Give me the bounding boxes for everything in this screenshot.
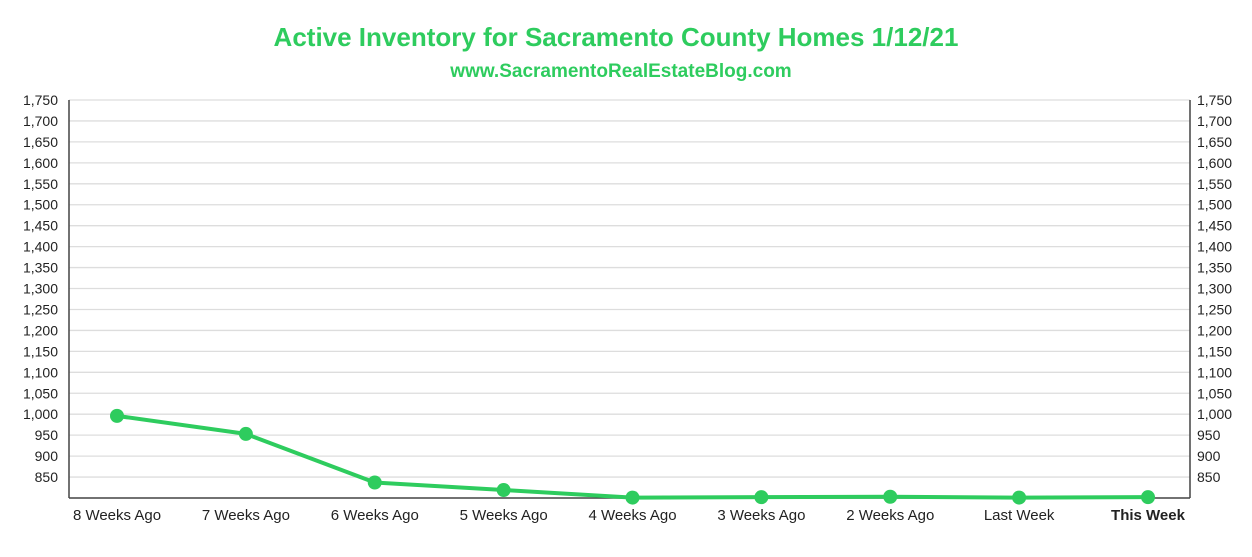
y-tick-label-left: 950 [35, 427, 59, 443]
y-tick-label-right: 1,100 [1197, 364, 1232, 380]
data-point [496, 483, 511, 498]
y-tick-label-left: 1,350 [23, 260, 58, 276]
y-tick-label-left: 1,750 [23, 92, 58, 108]
y-tick-label-left: 1,450 [23, 218, 58, 234]
chart-subtitle: www.SacramentoRealEstateBlog.com [450, 61, 792, 82]
y-tick-label-right: 1,600 [1197, 155, 1232, 171]
y-tick-label-right: 1,150 [1197, 343, 1232, 359]
x-tick-label: 3 Weeks Ago [717, 507, 805, 524]
y-tick-label-left: 1,600 [23, 155, 58, 171]
y-tick-label-left: 1,200 [23, 322, 58, 338]
x-tick-label: Last Week [984, 507, 1055, 524]
data-point [1141, 490, 1155, 505]
data-point [625, 490, 640, 505]
data-point [883, 489, 898, 504]
y-tick-label-left: 1,400 [23, 239, 58, 255]
y-tick-label-right: 1,200 [1197, 322, 1232, 338]
y-tick-label-left: 1,650 [23, 134, 58, 150]
y-tick-label-left: 1,300 [23, 281, 58, 297]
y-tick-label-right: 1,050 [1197, 385, 1232, 401]
y-tick-label-left: 1,000 [23, 406, 58, 422]
x-tick-label: This Week [1111, 507, 1186, 524]
y-tick-label-right: 900 [1197, 448, 1221, 464]
x-tick-label: 2 Weeks Ago [846, 507, 934, 524]
y-tick-label-right: 1,350 [1197, 260, 1232, 276]
y-tick-label-right: 1,550 [1197, 176, 1232, 192]
y-tick-label-left: 900 [35, 448, 59, 464]
y-tick-label-right: 1,000 [1197, 406, 1232, 422]
data-point [754, 490, 769, 505]
y-tick-label-right: 850 [1197, 469, 1221, 485]
y-tick-label-left: 1,250 [23, 301, 58, 317]
y-tick-label-left: 850 [35, 469, 59, 485]
y-tick-label-left: 1,100 [23, 364, 58, 380]
y-tick-label-left: 1,550 [23, 176, 58, 192]
y-tick-label-right: 1,400 [1197, 239, 1232, 255]
x-tick-label: 4 Weeks Ago [588, 507, 676, 524]
y-tick-label-right: 1,250 [1197, 301, 1232, 317]
chart-title: Active Inventory for Sacramento County H… [273, 22, 959, 52]
x-tick-label: 5 Weeks Ago [460, 507, 548, 524]
y-tick-label-right: 950 [1197, 427, 1221, 443]
y-tick-label-right: 1,300 [1197, 281, 1232, 297]
data-point [367, 475, 382, 490]
data-point [110, 408, 124, 423]
y-tick-label-left: 1,700 [23, 113, 58, 129]
y-tick-label-right: 1,500 [1197, 197, 1232, 213]
y-tick-label-left: 1,500 [23, 197, 58, 213]
y-tick-label-right: 1,750 [1197, 92, 1232, 108]
x-tick-label: 6 Weeks Ago [331, 507, 419, 524]
y-tick-label-right: 1,450 [1197, 218, 1232, 234]
x-tick-label: 8 Weeks Ago [73, 507, 161, 524]
y-tick-label-right: 1,650 [1197, 134, 1232, 150]
data-point [1012, 490, 1027, 505]
y-tick-label-left: 1,050 [23, 385, 58, 401]
data-point [238, 426, 253, 441]
x-tick-label: 7 Weeks Ago [202, 507, 290, 524]
y-tick-label-left: 1,150 [23, 343, 58, 359]
y-tick-label-right: 1,700 [1197, 113, 1232, 129]
